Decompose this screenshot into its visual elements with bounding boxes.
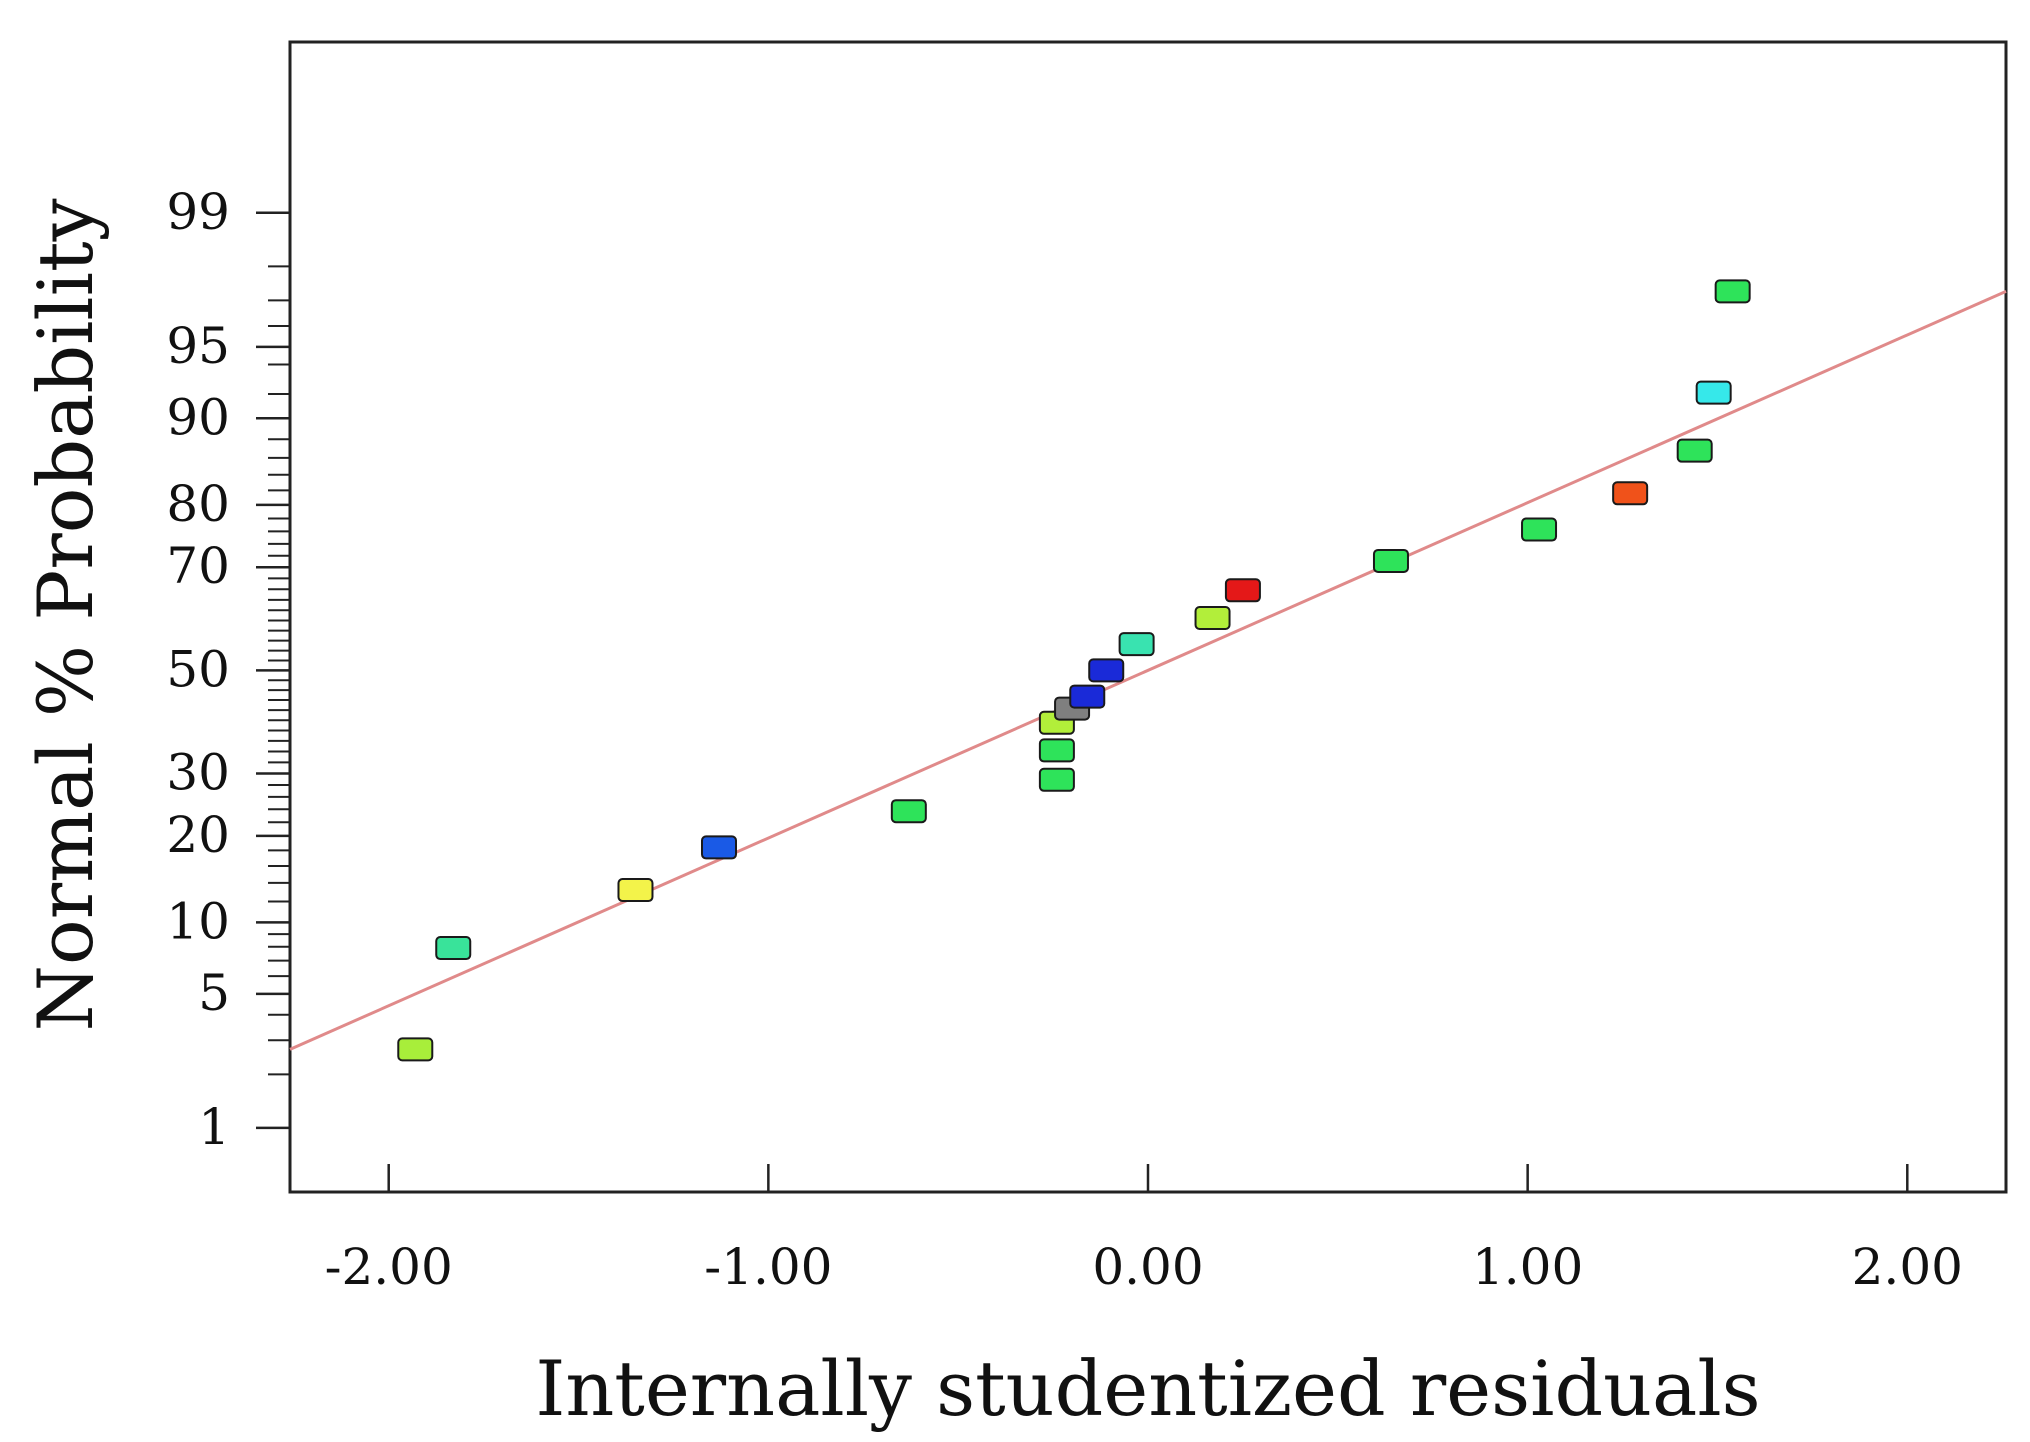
y-axis-title: Normal % Probability: [21, 198, 110, 1031]
reference-line: [289, 289, 2007, 1051]
data-point: [1194, 605, 1231, 630]
x-tick-label: 0.00: [1092, 1238, 1203, 1296]
data-point: [435, 936, 472, 961]
data-point: [701, 835, 737, 860]
y-tick-label: 5: [198, 964, 230, 1022]
x-tick-label: -1.00: [704, 1238, 832, 1296]
data-point: [1224, 578, 1261, 603]
data-point: [1069, 684, 1106, 709]
data-point: [1612, 481, 1649, 506]
data-points: [397, 279, 1751, 1062]
plot-frame: [288, 40, 2008, 1194]
y-tick-label: 30: [166, 744, 230, 802]
y-tick-label: 1: [198, 1098, 230, 1156]
data-point: [1038, 767, 1075, 792]
y-tick-label: 90: [166, 388, 230, 446]
data-point: [1695, 380, 1732, 405]
y-tick-label: 99: [166, 183, 230, 241]
y-tick-label: 95: [166, 317, 230, 375]
y-tick-label: 50: [166, 640, 230, 698]
y-minor-ticks: [268, 265, 290, 1076]
data-point: [1521, 517, 1558, 542]
data-point: [1118, 632, 1155, 657]
x-tick-label: 2.00: [1852, 1238, 1963, 1296]
data-point: [890, 799, 927, 824]
y-tick-label: 10: [166, 892, 230, 950]
data-point: [1038, 738, 1075, 763]
y-tick-label: 80: [166, 475, 230, 533]
data-point: [397, 1037, 434, 1062]
y-tick-label: 70: [166, 537, 230, 595]
data-point: [1714, 279, 1751, 304]
x-tick-label: 1.00: [1472, 1238, 1583, 1296]
x-axis-title: Internally studentized residuals: [535, 1344, 1760, 1433]
data-point: [617, 878, 654, 903]
data-point: [1088, 658, 1125, 683]
data-point: [1676, 438, 1713, 463]
x-tick-label: -2.00: [325, 1238, 453, 1296]
reference-line-group: [289, 289, 2007, 1051]
data-point: [1372, 548, 1409, 573]
x-ticks: -2.00 -1.00 0.00 1.00 2.00: [325, 1164, 1963, 1296]
y-tick-label: 20: [166, 806, 230, 864]
